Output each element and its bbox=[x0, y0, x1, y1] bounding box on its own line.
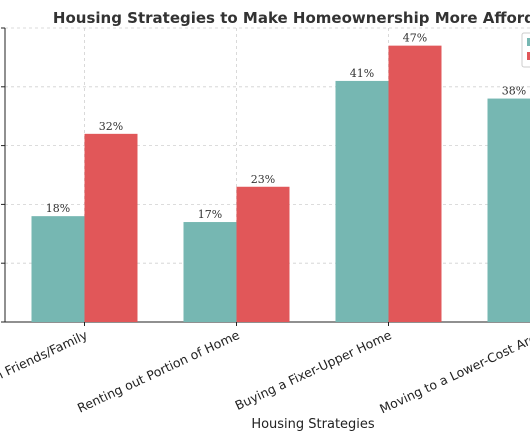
bar-series2-3 bbox=[388, 45, 442, 322]
bar-series1-2 bbox=[183, 222, 237, 322]
data-label-series2-1: 32% bbox=[99, 120, 123, 133]
legend bbox=[521, 32, 530, 68]
x-axis-label: Housing Strategies bbox=[251, 417, 375, 432]
legend-swatch-2 bbox=[527, 52, 530, 60]
data-label-series2-3: 47% bbox=[403, 32, 427, 45]
chart-title: Housing Strategies to Make Homeownership… bbox=[53, 9, 530, 27]
bar-series1-1 bbox=[31, 216, 85, 322]
bar-series2-2 bbox=[236, 186, 290, 322]
bar-series1-3 bbox=[335, 80, 389, 322]
bar-series1-4 bbox=[487, 98, 530, 322]
x-tick-label-3: Buying a Fixer-Upper Home bbox=[233, 327, 394, 413]
x-tick-label-1: Living with Friends/Family bbox=[0, 327, 90, 409]
data-label-series1-3: 41% bbox=[350, 67, 374, 80]
x-tick-label-4: Moving to a Lower-Cost Area bbox=[377, 327, 530, 416]
x-tick-label-2: Renting out Portion of Home bbox=[75, 327, 242, 416]
data-labels: 18% 17% 41% 38% 32% 23% 47% bbox=[46, 32, 526, 221]
legend-swatch-1 bbox=[527, 38, 530, 46]
data-label-series2-2: 23% bbox=[251, 173, 275, 186]
data-label-series1-2: 17% bbox=[198, 208, 222, 221]
data-label-series1-4: 38% bbox=[502, 85, 526, 98]
bar-series2-1 bbox=[84, 133, 138, 322]
data-label-series1-1: 18% bbox=[46, 202, 70, 215]
bars bbox=[31, 45, 530, 322]
